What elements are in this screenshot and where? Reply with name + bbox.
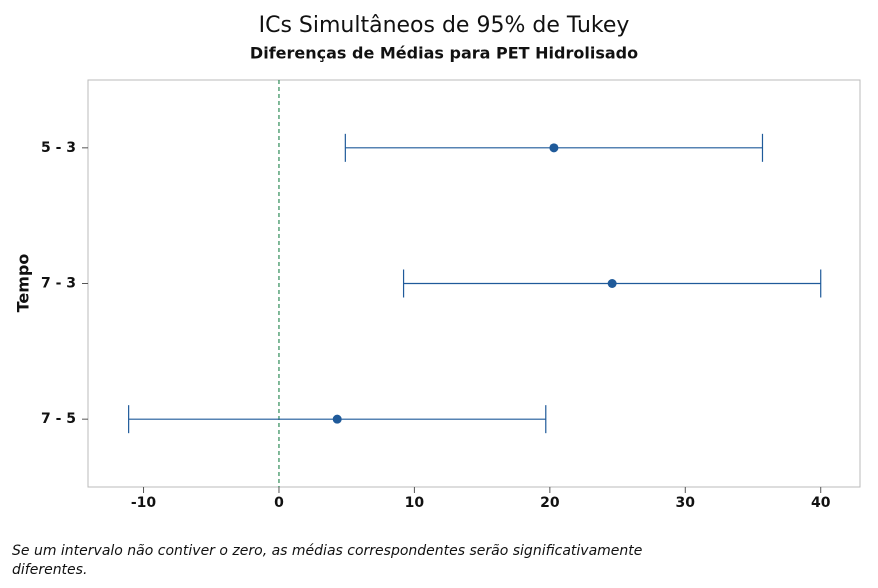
y-tick-label: 7 - 3 (41, 276, 76, 292)
y-axis-label: Tempo (14, 254, 33, 313)
x-tick-label: -10 (131, 495, 157, 511)
chart-title: ICs Simultâneos de 95% de Tukey (259, 13, 630, 38)
estimate-point (332, 414, 342, 424)
x-tick-label: 0 (274, 495, 284, 511)
y-tick-label: 5 - 3 (41, 140, 76, 156)
estimate-point (607, 279, 617, 288)
chart-subtitle: Diferenças de Médias para PET Hidrolisad… (250, 44, 638, 63)
x-tick-label: 20 (540, 495, 560, 511)
footnote: Se um intervalo não contiver o zero, as … (12, 543, 643, 578)
x-tick-label: 30 (676, 495, 696, 511)
y-tick-label: 7 - 5 (41, 411, 76, 427)
estimate-point (549, 143, 559, 153)
x-tick-label: 40 (811, 495, 831, 511)
x-tick-label: 10 (405, 495, 425, 511)
